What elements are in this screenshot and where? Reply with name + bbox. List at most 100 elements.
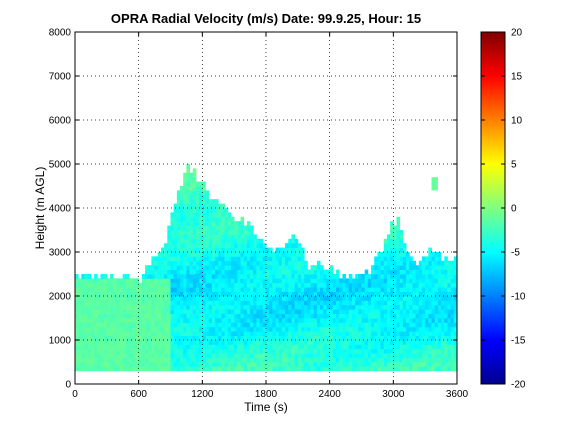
heatmap-cell <box>301 322 305 328</box>
heatmap-cell <box>138 318 143 323</box>
heatmap-cell <box>87 340 92 345</box>
heatmap-cell <box>390 335 394 341</box>
heatmap-cell <box>81 340 85 345</box>
heatmap-cell <box>125 366 130 372</box>
heatmap-cell <box>186 296 190 301</box>
heatmap-cell <box>393 313 397 319</box>
heatmap-cell <box>103 313 108 319</box>
heatmap-cell <box>402 309 407 314</box>
heatmap-cell <box>173 318 178 323</box>
heatmap-cell <box>180 304 184 310</box>
heatmap-cell <box>320 335 324 341</box>
heatmap-cell <box>119 335 124 341</box>
heatmap-cell <box>87 274 92 279</box>
heatmap-cell <box>243 230 248 235</box>
heatmap-cell <box>202 190 206 196</box>
x-tick-label: 2400 <box>319 389 342 400</box>
heatmap-cell <box>215 203 219 209</box>
heatmap-cell <box>332 313 337 319</box>
heatmap-cell <box>195 181 200 187</box>
heatmap-cell <box>129 282 133 288</box>
heatmap-cell <box>215 247 219 253</box>
heatmap-cell <box>428 331 432 336</box>
heatmap-cell <box>246 247 251 253</box>
heatmap-cell <box>106 348 111 354</box>
heatmap-cell <box>428 278 432 284</box>
heatmap-cell <box>237 300 241 306</box>
heatmap-cell <box>272 291 276 297</box>
heatmap-cell <box>393 269 397 275</box>
heatmap-cell <box>237 238 241 244</box>
heatmap-cell <box>234 296 238 301</box>
heatmap-cell <box>421 282 426 288</box>
heatmap-cell <box>164 252 168 257</box>
heatmap-cell <box>75 278 79 284</box>
heatmap-cell <box>256 335 261 341</box>
heatmap-cell <box>409 300 413 306</box>
heatmap-cell <box>441 291 445 297</box>
heatmap-cell <box>253 282 257 288</box>
heatmap-cell <box>224 335 229 341</box>
heatmap-cell <box>87 353 92 358</box>
heatmap-cell <box>339 282 343 288</box>
heatmap-cell <box>230 243 235 248</box>
heatmap-cell <box>78 357 82 363</box>
heatmap-cell <box>208 243 213 248</box>
heatmap-cell <box>75 296 79 301</box>
heatmap-cell <box>94 296 98 301</box>
heatmap-cell <box>434 296 439 301</box>
heatmap-cell <box>262 274 267 279</box>
heatmap-cell <box>116 335 120 341</box>
heatmap-cell <box>180 212 184 218</box>
heatmap-cell <box>240 260 245 266</box>
heatmap-cell <box>294 274 299 279</box>
heatmap-cell <box>358 322 362 328</box>
heatmap-cell <box>326 300 331 306</box>
heatmap-cell <box>425 287 429 292</box>
heatmap-cell <box>78 353 82 358</box>
heatmap-cell <box>141 313 146 319</box>
heatmap-cell <box>364 318 369 323</box>
heatmap-cell <box>167 247 171 253</box>
heatmap-cell <box>386 238 391 244</box>
heatmap-cell <box>380 252 385 257</box>
heatmap-cell <box>211 252 216 257</box>
heatmap-cell <box>329 274 334 279</box>
heatmap-cell <box>380 282 385 288</box>
heatmap-cell <box>202 326 206 332</box>
heatmap-cell <box>339 291 343 297</box>
heatmap-cell <box>386 247 391 253</box>
heatmap-cell <box>412 291 417 297</box>
heatmap-cell <box>186 260 190 266</box>
heatmap-cell <box>304 366 308 372</box>
heatmap-cell <box>434 322 439 328</box>
heatmap-cell <box>367 300 372 306</box>
heatmap-cell <box>211 278 216 284</box>
heatmap-cell <box>195 340 200 345</box>
heatmap-cell <box>129 318 133 323</box>
heatmap-cell <box>221 225 226 231</box>
heatmap-cell <box>259 296 264 301</box>
heatmap-cell <box>173 252 178 257</box>
heatmap-cell <box>173 335 178 341</box>
heatmap-cell <box>119 309 124 314</box>
heatmap-cell <box>215 291 219 297</box>
heatmap-cell <box>192 234 197 240</box>
heatmap-cell <box>437 256 442 262</box>
heatmap-cell <box>215 357 219 363</box>
heatmap-cell <box>122 322 127 328</box>
heatmap-cell <box>164 296 168 301</box>
heatmap-cell <box>234 348 238 354</box>
heatmap-cell <box>396 344 401 350</box>
heatmap-cell <box>110 340 114 345</box>
heatmap-cell <box>339 366 343 372</box>
heatmap-cell <box>294 304 299 310</box>
heatmap-cell <box>377 366 381 372</box>
heatmap-cell <box>266 335 270 341</box>
heatmap-cell <box>199 208 203 213</box>
heatmap-cell <box>164 362 168 367</box>
heatmap-cell <box>250 291 254 297</box>
heatmap-cell <box>332 278 337 284</box>
heatmap-cell <box>259 366 264 372</box>
heatmap-cell <box>434 357 439 363</box>
